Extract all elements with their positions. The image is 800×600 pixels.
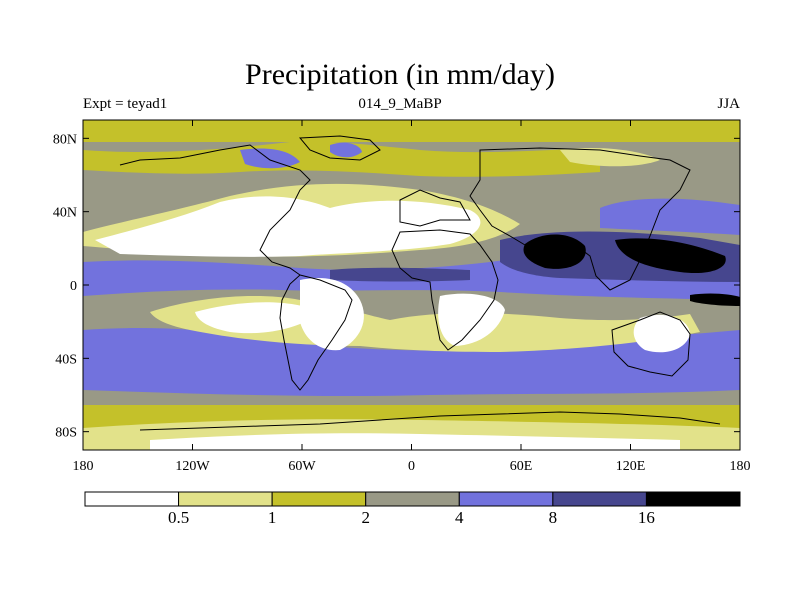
australia-coast — [611, 311, 691, 377]
south-america-dry — [300, 278, 364, 351]
north-america-wet-patch — [240, 148, 300, 169]
greenland-coast — [298, 135, 381, 161]
lat-tick-label: 40N — [53, 206, 77, 221]
north-pacific-wet — [600, 198, 740, 235]
south-america-coast — [279, 274, 353, 391]
siberia-light — [560, 148, 660, 167]
south-pacific-dry — [195, 302, 320, 334]
legend-swatch — [552, 491, 647, 507]
lat-tick-label: 40S — [55, 352, 77, 367]
season-label: JJA — [717, 96, 740, 112]
lat-tick-label: 80S — [55, 426, 77, 441]
map-field — [83, 120, 740, 450]
legend-label: 4 — [455, 508, 464, 527]
legend-swatch — [271, 491, 367, 507]
axis-ticks: 180 120W 60W 0 60E 120E 180 80N 40N 0 40S 80S — [53, 120, 751, 474]
lon-tick-label: 60E — [510, 459, 533, 474]
europe-coast — [399, 189, 471, 227]
eurasia-coast — [469, 147, 691, 291]
legend-label: 2 — [361, 508, 370, 527]
legend-swatch — [458, 491, 554, 507]
lon-tick-label: 60W — [288, 459, 316, 474]
north-america-coast — [119, 144, 311, 276]
australia-dry — [633, 314, 690, 353]
period-label: 014_9_MaBP — [358, 96, 442, 112]
coastlines — [119, 135, 721, 431]
legend-swatch — [178, 491, 273, 507]
lon-tick-label: 180 — [73, 459, 94, 474]
lat-tick-label: 0 — [70, 279, 77, 294]
lon-tick-label: 120E — [616, 459, 646, 474]
southern-africa-dry — [438, 293, 505, 346]
indian-monsoon-max — [523, 234, 586, 269]
antarctic-dry — [150, 433, 680, 450]
legend-label: 1 — [268, 508, 277, 527]
atlantic-heavy-rain — [330, 267, 470, 282]
color-legend: 0.5 1 2 4 8 16 — [84, 491, 741, 527]
africa-coast — [391, 229, 499, 351]
legend-swatch — [365, 491, 460, 507]
west-pacific-max — [690, 293, 740, 306]
legend-swatch — [84, 491, 180, 507]
north-dry-region — [95, 196, 481, 257]
lon-tick-label: 180 — [730, 459, 751, 474]
experiment-label: Expt = teyad1 — [83, 96, 168, 112]
lon-tick-label: 0 — [408, 459, 415, 474]
pacific-monsoon-max — [615, 238, 726, 274]
lat-tick-label: 80N — [53, 132, 77, 147]
legend-swatch — [645, 491, 741, 507]
greenland-wet-patch — [330, 142, 362, 158]
arctic-band — [83, 120, 740, 142]
legend-label: 8 — [549, 508, 558, 527]
legend-label: 16 — [638, 508, 655, 527]
lon-tick-label: 120W — [175, 459, 210, 474]
legend-label: 0.5 — [168, 508, 189, 527]
antarctica-coast — [139, 411, 721, 431]
plot-title: Precipitation (in mm/day) — [245, 58, 555, 91]
